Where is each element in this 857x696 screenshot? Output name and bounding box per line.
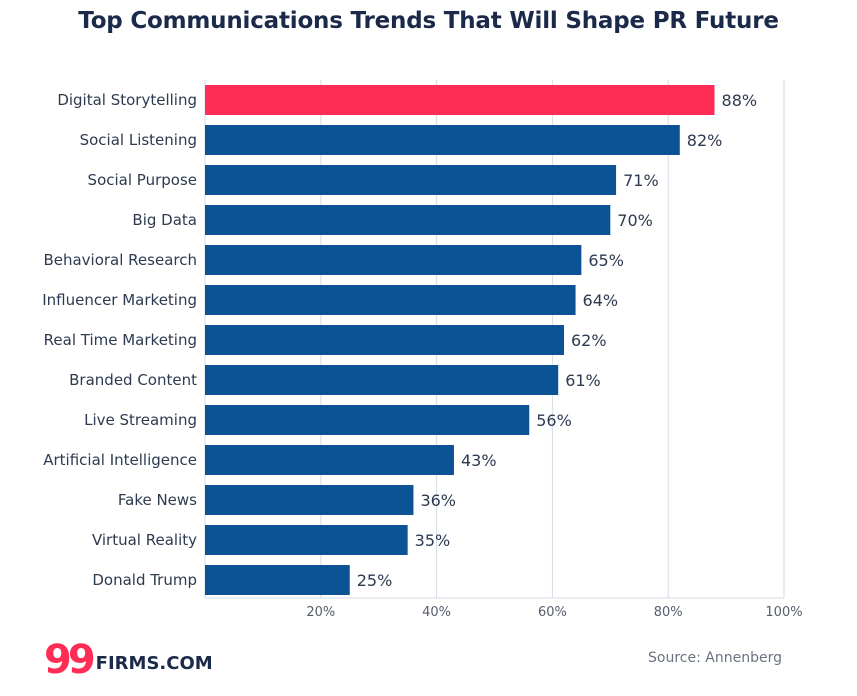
bar [205,405,530,435]
bar [205,245,582,275]
category-label: Fake News [118,491,197,509]
chart-title: Top Communications Trends That Will Shap… [78,8,779,34]
bar [205,365,559,395]
data-label: 61% [565,371,601,390]
x-tick-label: 40% [422,605,451,620]
x-tick-label: 60% [538,605,567,620]
data-label: 82% [687,131,723,150]
bar [205,445,454,475]
data-label: 56% [536,411,572,430]
data-label: 36% [420,491,456,510]
source-note: Source: Annenberg [648,650,782,666]
bar [205,205,611,235]
data-label: 71% [623,171,659,190]
logo-text: FIRMS.COM [95,652,213,674]
logo-mark: 99 [44,637,96,683]
data-label: 65% [588,251,624,270]
category-label: Behavioral Research [43,251,197,269]
category-label: Digital Storytelling [57,91,197,109]
data-label: 62% [571,331,607,350]
category-label: Virtual Reality [92,531,197,549]
bar [205,165,617,195]
data-label: 35% [415,531,451,550]
bar [205,285,576,315]
bar [205,525,408,555]
category-label: Real Time Marketing [44,331,197,349]
bar [205,565,350,595]
bar [205,125,680,155]
category-label: Artificial Intelligence [43,451,197,469]
category-label: Social Listening [80,131,197,149]
data-label: 43% [461,451,497,470]
x-tick-label: 80% [654,605,683,620]
x-tick-label: 20% [306,605,335,620]
bar [205,85,715,115]
category-label: Donald Trump [92,571,197,589]
data-label: 88% [722,91,758,110]
category-label: Big Data [132,211,197,229]
category-label: Branded Content [69,371,197,389]
category-label: Social Purpose [88,171,197,189]
bar [205,485,414,515]
data-label: 70% [617,211,653,230]
data-label: 25% [357,571,393,590]
x-tick-label: 100% [765,605,802,620]
data-label: 64% [583,291,619,310]
category-label: Influencer Marketing [42,291,197,309]
brand-logo: 99 FIRMS.COM [44,640,213,680]
category-label: Live Streaming [84,411,197,429]
bar [205,325,564,355]
